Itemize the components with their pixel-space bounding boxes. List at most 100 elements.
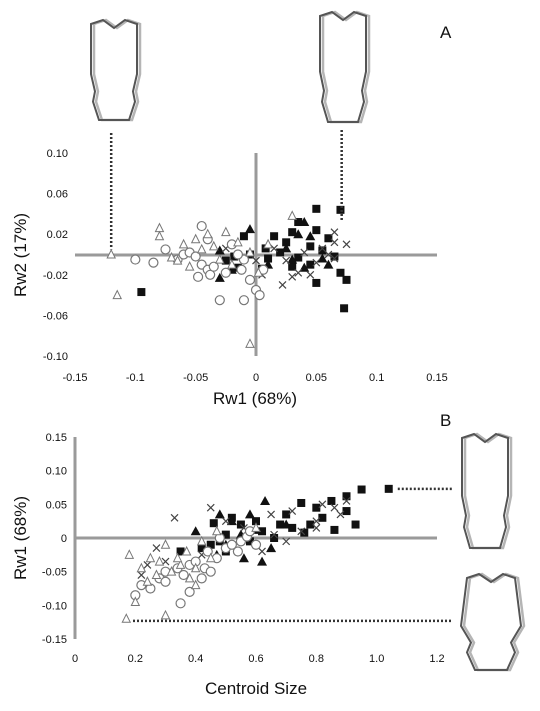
panel-a-ticks: -0.15 -0.1 -0.05 0 0.05 0.1 0.15 0.10 0.06 0.02 -0… [43,148,448,384]
y-tick-label: 0 [61,533,67,545]
panel-b-label: B [440,411,451,430]
x-tick-label: 0.6 [248,653,263,665]
point-open-circle [226,539,237,550]
point-open-triangle [160,539,171,549]
point-cross [282,256,291,265]
point-cross [342,497,351,505]
x-tick-label: -0.1 [126,372,145,384]
point-cross [318,244,327,253]
panel-b-x-axis-label: Centroid Size [205,679,307,698]
point-filled-square [294,253,303,262]
point-open-circle [208,261,219,272]
point-filled-triangle [305,231,316,241]
point-open-circle [184,586,195,597]
point-filled-triangle [317,253,328,263]
point-open-triangle [251,522,261,532]
point-filled-triangle [244,509,255,519]
point-open-circle [160,576,171,587]
point-open-triangle [154,230,165,241]
point-cross [312,523,321,532]
point-open-triangle [202,228,213,239]
panel-b-y-axis-label: Rw1 (68%) [11,496,30,580]
point-open-triangle [263,238,273,249]
point-open-triangle [253,267,264,277]
point-filled-triangle [190,526,201,536]
point-filled-triangle [226,516,237,526]
point-open-triangle [160,609,171,620]
point-open-triangle [184,261,195,271]
point-cross [252,256,260,265]
point-filled-square [336,268,345,277]
point-open-triangle [221,226,231,237]
point-open-triangle [245,246,255,257]
point-cross [152,544,161,553]
point-filled-triangle [257,556,268,566]
point-filled-triangle [238,553,249,563]
point-open-triangle [106,248,117,259]
x-tick-label: 0.4 [188,653,203,665]
panel-a-shape-outlines [90,10,371,250]
point-open-circle [130,254,141,265]
x-tick-label: 0.15 [426,372,447,384]
point-cross [278,281,287,289]
y-tick-label: 0.06 [47,189,68,201]
y-tick-label: 0.10 [47,148,68,160]
point-open-triangle [142,576,153,586]
point-filled-square [288,228,297,237]
point-cross [330,254,339,263]
x-tick-label: 1.0 [369,653,384,665]
point-cross [267,510,276,519]
point-open-triangle [154,555,165,566]
point-cross [336,510,345,519]
point-cross [288,272,297,281]
positive-rw1-shape-dark [319,10,367,123]
point-filled-square [330,525,339,534]
panel-b-points [121,484,393,623]
point-filled-triangle [214,272,225,282]
point-open-circle [196,220,207,232]
point-filled-square [306,242,315,251]
point-open-circle [236,264,247,275]
x-tick-label: -0.05 [183,372,208,384]
point-filled-square [342,275,351,284]
point-filled-square [270,534,279,542]
point-open-circle [244,274,256,285]
point-open-circle [175,598,186,609]
point-open-circle [148,257,159,268]
point-open-triangle [151,569,162,580]
point-filled-square [306,520,315,529]
point-open-triangle [196,535,207,546]
point-cross [318,500,327,509]
point-filled-square [336,205,345,214]
panel-b-ticks: 0 0.2 0.4 0.6 0.8 1.0 1.2 0.15 0.10 0.05 0 -0.05 -0.… [42,432,445,665]
point-filled-square [245,537,254,546]
point-cross [170,513,179,522]
point-open-triangle [214,253,225,264]
point-filled-square [357,485,366,494]
point-filled-square [312,278,321,287]
point-filled-triangle [260,495,271,505]
point-open-triangle [178,238,189,249]
y-tick-label: -0.10 [43,351,68,363]
point-filled-square [300,528,309,537]
x-tick-label: -0.15 [62,372,87,384]
point-cross [270,244,279,253]
x-tick-label: 0.2 [128,653,143,665]
point-open-circle [190,251,201,262]
point-open-circle [192,271,204,282]
y-tick-label: -0.02 [43,270,68,282]
point-open-triangle [181,545,192,556]
point-open-triangle [154,222,165,233]
point-cross [258,547,266,556]
point-open-triangle [287,210,298,220]
point-filled-square [297,498,306,507]
point-filled-square [312,503,321,512]
y-tick-label: 0.10 [46,466,67,478]
point-open-triangle [190,562,201,573]
point-filled-square [176,547,185,556]
point-filled-square [306,260,315,269]
x-tick-label: 1.2 [429,653,444,665]
point-open-circle [202,546,213,557]
point-filled-triangle [299,217,310,227]
point-open-triangle [124,549,135,559]
